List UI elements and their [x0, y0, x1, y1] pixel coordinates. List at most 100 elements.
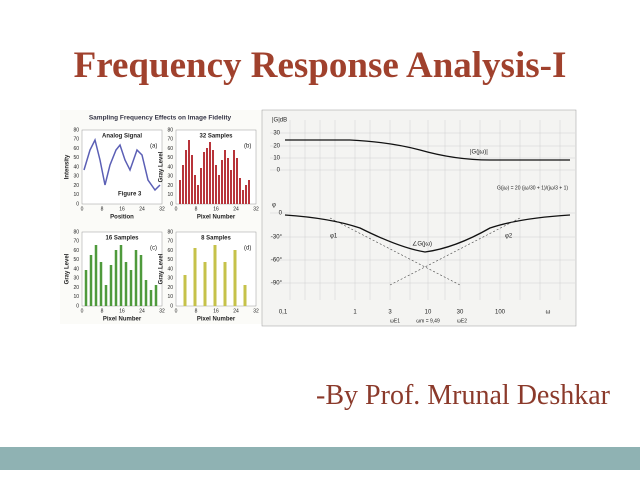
panel-ytick: 20: [167, 183, 173, 189]
panel-ytick: 10: [167, 192, 173, 198]
panel-ytick: 30: [73, 174, 79, 180]
freq-tick: 100: [495, 310, 506, 316]
phase-axis-label: φ: [272, 203, 276, 209]
panel-ytick: 10: [167, 294, 173, 300]
phase-curve: [284, 214, 571, 253]
phi1-label: φ1: [330, 234, 338, 240]
freq-mark: ωE1: [390, 318, 400, 324]
panel-tag: (b): [244, 144, 251, 150]
phase-curve-label: ∠G(jω): [412, 241, 432, 248]
freq-tick: 0,1: [279, 310, 288, 316]
bode-figure: [261, 109, 577, 327]
panel-ytick: 30: [73, 276, 79, 282]
figure-caption: Figure 3: [118, 192, 142, 198]
panel-xtick: 0: [81, 206, 84, 212]
panel-tag: (a): [150, 144, 157, 150]
panel-xtick: 24: [233, 206, 239, 212]
panel-xtick: 0: [81, 308, 84, 314]
panel-ytick: 0: [170, 303, 173, 309]
panel-ytick: 80: [73, 229, 79, 235]
mag-tick: 30: [273, 131, 280, 137]
panel-xtick: 32: [253, 308, 259, 314]
panel-ytick: 0: [76, 201, 79, 207]
panel-xtick: 16: [213, 308, 219, 314]
panel-xlabel: Pixel Number: [197, 317, 236, 323]
mag-axis-label: |G|dB: [272, 118, 287, 124]
bars-16: [84, 245, 158, 306]
panel-xtick: 16: [213, 206, 219, 212]
panel-xtick: 8: [195, 308, 198, 314]
panel-ylabel: Intensity: [65, 154, 71, 179]
panel-ytick: 20: [73, 285, 79, 291]
bars-32: [179, 140, 250, 204]
panel-ylabel: Gray Level: [159, 151, 165, 182]
panel-ytick: 80: [167, 127, 173, 133]
panel-ytick: 40: [73, 266, 79, 272]
freq-mark: ωm = 9,49: [416, 318, 440, 324]
panel-ytick: 20: [167, 285, 173, 291]
panel-ytick: 80: [73, 127, 79, 133]
panel-ytick: 60: [167, 248, 173, 254]
panel-xtick: 8: [101, 206, 104, 212]
panel-xtick: 8: [101, 308, 104, 314]
panel-xtick: 24: [233, 308, 239, 314]
phase-tick: -30°: [271, 235, 283, 241]
panel-ytick: 50: [73, 257, 79, 263]
panel-xtick: 0: [175, 308, 178, 314]
author: -By Prof. Mrunal Deshkar: [316, 380, 610, 411]
panel-xlabel: Pixel Number: [103, 317, 142, 323]
phase-tick: -60°: [271, 258, 283, 264]
formula: G(jω) = 20 (jω/30 + 1)/(jω/3 + 1): [497, 185, 568, 191]
panel-ytick: 0: [170, 201, 173, 207]
mag-curve-label: |G(jω)|: [470, 150, 488, 156]
panel-ytick: 60: [73, 248, 79, 254]
panel-label: 8 Samples: [201, 236, 231, 242]
panel-ytick: 80: [167, 229, 173, 235]
panel-tag: (d): [244, 246, 251, 252]
panel-xtick: 16: [119, 308, 125, 314]
mag-tick: 20: [273, 144, 280, 150]
panel-xlabel: Position: [110, 215, 134, 221]
panel-ytick: 50: [167, 155, 173, 161]
phi2-label: φ2: [505, 234, 513, 240]
mag-tick: 0: [277, 168, 281, 174]
panel-ytick: 60: [73, 146, 79, 152]
panel-label: 16 Samples: [105, 236, 139, 242]
phase-tick: -90°: [271, 281, 283, 287]
panel-xtick: 16: [119, 206, 125, 212]
panel-xtick: 32: [159, 308, 165, 314]
bars-8: [183, 245, 247, 306]
panel-ytick: 40: [167, 266, 173, 272]
freq-tick: 3: [388, 310, 392, 316]
panel-xtick: 32: [159, 206, 165, 212]
panel-ytick: 10: [73, 294, 79, 300]
phase-tick: 0: [279, 211, 283, 217]
panel-xlabel: Pixel Number: [197, 215, 236, 221]
figures: Sampling Frequency Effects on Image Fide…: [64, 109, 577, 327]
panel-ytick: 70: [167, 137, 173, 143]
panel-ytick: 50: [167, 257, 173, 263]
figure-title: Sampling Frequency Effects on Image Fide…: [89, 115, 232, 122]
panel-label: Analog Signal: [102, 134, 142, 140]
panel-ytick: 0: [76, 303, 79, 309]
mag-curve: [285, 139, 570, 161]
asymptotes: [329, 217, 521, 286]
freq-tick: ω: [546, 310, 551, 316]
panel-ytick: 50: [73, 155, 79, 161]
panel-ylabel: Gray Level: [159, 253, 165, 284]
panel-tag: (c): [150, 246, 157, 252]
panel-xtick: 32: [253, 206, 259, 212]
panel-ytick: 40: [73, 164, 79, 170]
panel-xtick: 8: [195, 206, 198, 212]
panel-ytick: 70: [73, 137, 79, 143]
bode-grid: [270, 120, 575, 300]
freq-tick: 30: [457, 310, 464, 316]
panel-ytick: 30: [167, 174, 173, 180]
freq-tick: 10: [425, 310, 432, 316]
analog-curve: [83, 137, 161, 192]
panel-ytick: 40: [167, 164, 173, 170]
mag-tick: 10: [273, 156, 280, 162]
panel-ytick: 70: [73, 239, 79, 245]
freq-mark: ωE2: [457, 318, 467, 324]
panel-label: 32 Samples: [199, 134, 233, 140]
